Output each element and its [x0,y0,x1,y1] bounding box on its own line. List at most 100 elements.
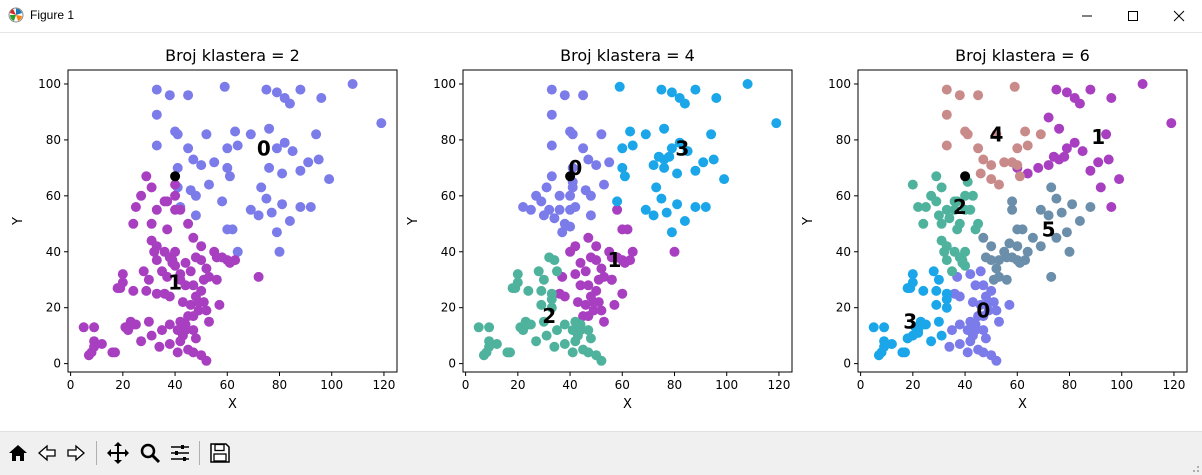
data-point [941,109,952,120]
data-point [1035,129,1046,140]
x-tick-label: 20 [510,378,525,392]
close-button[interactable] [1156,0,1202,32]
configure-subplots-icon [171,445,189,461]
data-point [1061,87,1072,98]
data-point [214,299,225,310]
data-point [1004,299,1015,310]
data-point [1074,216,1085,226]
subplot-2: Broj klastera = 4 0 1 2 3 0 20 40 60 80 100 120 0 20 4… [406,46,793,412]
data-point [541,182,552,193]
data-point [944,213,955,224]
x-tick-label: 40 [167,378,182,392]
data-point [617,162,628,173]
data-point [606,274,617,285]
data-point [1014,257,1025,268]
data-point [204,271,214,282]
toolbar-separator [96,441,97,465]
data-point [559,90,570,101]
data-point [196,255,207,266]
data-point [546,294,557,305]
toolbar-separator [199,441,200,465]
data-point [536,299,547,310]
data-point [708,154,719,165]
data-point [902,333,913,344]
back-button[interactable] [33,439,61,467]
data-point [546,171,557,182]
scatter-points [473,79,782,366]
data-point [227,224,238,235]
cluster-label: 1 [1091,125,1105,149]
data-point [217,196,228,207]
data-point [130,319,141,330]
y-tick-label: 40 [46,245,61,259]
data-point [918,285,929,296]
data-point [1043,112,1054,123]
figure-canvas[interactable]: Broj klastera = 2 0 1 0 20 40 60 80 100 120 0 20 40 6… [0,33,1202,431]
data-point [170,179,181,190]
data-point [190,190,201,201]
data-point [151,140,162,151]
data-point [253,271,264,282]
data-point [666,143,677,154]
data-point [177,297,188,308]
data-point [183,90,194,101]
data-point [656,84,667,95]
maximize-button[interactable] [1110,0,1156,32]
data-point [931,285,942,296]
y-tick-label: 40 [836,245,851,259]
pan-icon [107,442,129,464]
data-point [531,336,542,347]
centroid-point [565,171,576,182]
data-point [986,285,997,296]
data-point [188,154,199,165]
data-point [172,347,183,358]
data-point [567,162,578,173]
data-point [136,190,147,201]
data-point [1106,93,1117,103]
resize-grip-icon[interactable] [1190,463,1200,473]
subplot-3: Broj klastera = 6 0 1 2 3 4 5 0 20 40 60 80 100 120 0 2… [801,46,1188,412]
data-point [986,241,997,252]
save-icon [210,443,230,463]
data-point [1093,157,1104,168]
data-point [1085,202,1096,212]
data-point [570,336,581,347]
data-point [978,325,989,336]
cluster-label: 3 [903,310,917,334]
data-point [170,190,181,201]
data-point [954,291,965,302]
data-point [578,143,589,154]
data-point [986,174,997,185]
configure-subplots-button[interactable] [166,439,194,467]
data-point [954,90,965,101]
home-button[interactable] [4,439,32,467]
data-point [162,271,173,282]
data-point [619,257,630,268]
centroid-point [960,171,971,182]
data-point [1004,238,1015,249]
zoom-button[interactable] [136,439,164,467]
pan-button[interactable] [104,439,132,467]
data-point [949,204,960,215]
data-point [170,260,181,271]
save-button[interactable] [206,439,234,467]
data-point [554,204,565,215]
data-point [954,319,965,330]
data-point [994,179,1004,190]
data-point [96,339,107,349]
data-point [575,257,586,268]
data-point [627,140,638,151]
data-point [978,232,989,243]
data-point [175,336,186,347]
forward-button[interactable] [62,439,90,467]
data-point [580,299,591,310]
data-point [991,305,1002,316]
minimize-button[interactable] [1064,0,1110,32]
data-point [86,347,97,358]
data-point [164,90,175,101]
data-point [612,196,623,207]
data-point [264,123,275,134]
data-point [991,263,1002,274]
data-point [201,129,212,140]
data-point [941,84,952,95]
